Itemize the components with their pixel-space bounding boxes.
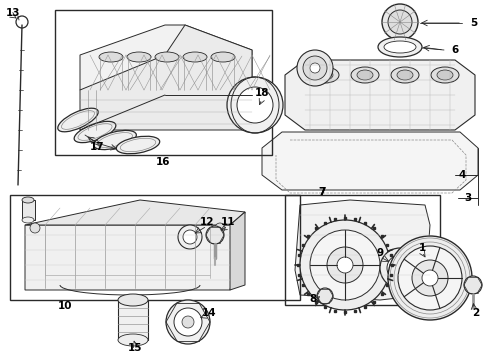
Circle shape — [166, 300, 210, 344]
Ellipse shape — [437, 70, 453, 80]
Text: 7: 7 — [318, 187, 326, 197]
Bar — [285, 195, 440, 305]
Circle shape — [388, 10, 412, 34]
Ellipse shape — [22, 217, 34, 223]
Circle shape — [182, 316, 194, 328]
Bar — [10, 195, 300, 300]
Ellipse shape — [99, 52, 123, 62]
Circle shape — [215, 223, 225, 233]
Bar — [22, 200, 35, 220]
Text: 7: 7 — [318, 187, 326, 197]
Bar — [118, 300, 148, 340]
Ellipse shape — [118, 334, 148, 346]
Circle shape — [237, 87, 273, 123]
Text: 9: 9 — [376, 248, 384, 258]
Text: 14: 14 — [202, 308, 216, 318]
Ellipse shape — [351, 67, 379, 83]
Ellipse shape — [391, 67, 419, 83]
Circle shape — [382, 4, 418, 40]
Polygon shape — [25, 200, 245, 225]
Text: 3: 3 — [465, 193, 472, 203]
Ellipse shape — [384, 41, 416, 53]
Polygon shape — [295, 200, 430, 300]
Circle shape — [174, 308, 202, 336]
Circle shape — [412, 260, 448, 296]
Bar — [55, 10, 272, 155]
Ellipse shape — [127, 52, 151, 62]
Circle shape — [327, 247, 363, 283]
Circle shape — [422, 270, 438, 286]
Polygon shape — [285, 60, 475, 130]
Text: 5: 5 — [470, 18, 478, 28]
Ellipse shape — [116, 136, 160, 154]
Circle shape — [30, 223, 40, 233]
Circle shape — [387, 255, 413, 281]
Ellipse shape — [58, 108, 98, 132]
Ellipse shape — [155, 52, 179, 62]
Circle shape — [297, 50, 333, 86]
Polygon shape — [25, 212, 245, 290]
Circle shape — [337, 257, 353, 273]
Ellipse shape — [378, 37, 422, 57]
Ellipse shape — [22, 197, 34, 203]
Ellipse shape — [431, 67, 459, 83]
Circle shape — [380, 248, 420, 288]
Polygon shape — [230, 212, 245, 290]
Ellipse shape — [397, 70, 413, 80]
Circle shape — [183, 230, 197, 244]
Text: 2: 2 — [472, 308, 480, 318]
Ellipse shape — [118, 294, 148, 306]
Ellipse shape — [94, 130, 136, 150]
Circle shape — [310, 63, 320, 73]
Polygon shape — [80, 25, 252, 130]
Ellipse shape — [183, 52, 207, 62]
Text: 18: 18 — [255, 88, 269, 98]
Ellipse shape — [311, 67, 339, 83]
Circle shape — [310, 230, 380, 300]
Ellipse shape — [74, 121, 116, 143]
Polygon shape — [80, 25, 252, 90]
Circle shape — [300, 220, 390, 310]
Circle shape — [398, 246, 462, 310]
Circle shape — [303, 56, 327, 80]
Text: 4: 4 — [458, 170, 466, 180]
Ellipse shape — [211, 52, 235, 62]
Text: 6: 6 — [451, 45, 459, 55]
Circle shape — [227, 77, 283, 133]
Circle shape — [206, 226, 224, 244]
Circle shape — [388, 236, 472, 320]
Ellipse shape — [357, 70, 373, 80]
Text: 13: 13 — [6, 8, 20, 18]
Text: 1: 1 — [418, 243, 426, 253]
Text: 17: 17 — [90, 142, 104, 152]
Circle shape — [16, 16, 28, 28]
Polygon shape — [262, 132, 478, 190]
Circle shape — [317, 288, 333, 304]
Circle shape — [464, 276, 482, 294]
Ellipse shape — [317, 70, 333, 80]
Text: 12: 12 — [200, 217, 214, 227]
Circle shape — [178, 225, 202, 249]
Text: 16: 16 — [156, 157, 170, 167]
Text: 15: 15 — [128, 343, 142, 353]
Text: 10: 10 — [58, 301, 72, 311]
Text: 11: 11 — [221, 217, 235, 227]
Text: 8: 8 — [309, 294, 317, 304]
